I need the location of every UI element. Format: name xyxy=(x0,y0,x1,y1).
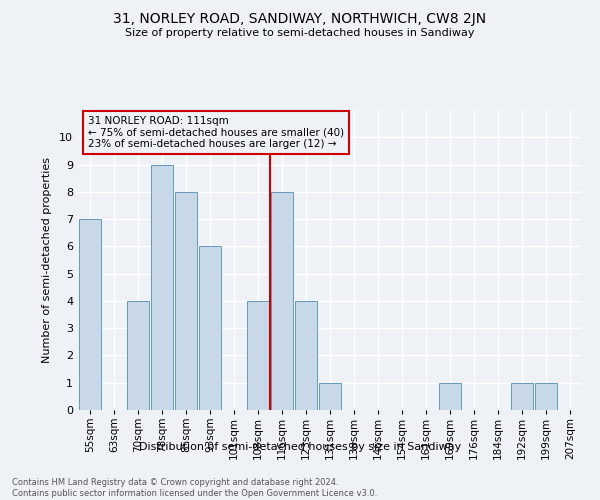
Text: Contains HM Land Registry data © Crown copyright and database right 2024.
Contai: Contains HM Land Registry data © Crown c… xyxy=(12,478,377,498)
Bar xyxy=(175,192,197,410)
Text: 31, NORLEY ROAD, SANDIWAY, NORTHWICH, CW8 2JN: 31, NORLEY ROAD, SANDIWAY, NORTHWICH, CW… xyxy=(113,12,487,26)
Y-axis label: Number of semi-detached properties: Number of semi-detached properties xyxy=(42,157,52,363)
Bar xyxy=(295,301,317,410)
Bar xyxy=(79,219,101,410)
Bar xyxy=(271,192,293,410)
Bar xyxy=(127,301,149,410)
Text: Size of property relative to semi-detached houses in Sandiway: Size of property relative to semi-detach… xyxy=(125,28,475,38)
Text: Distribution of semi-detached houses by size in Sandiway: Distribution of semi-detached houses by … xyxy=(139,442,461,452)
Text: 31 NORLEY ROAD: 111sqm
← 75% of semi-detached houses are smaller (40)
23% of sem: 31 NORLEY ROAD: 111sqm ← 75% of semi-det… xyxy=(88,116,344,149)
Bar xyxy=(151,164,173,410)
Bar xyxy=(247,301,269,410)
Bar xyxy=(319,382,341,410)
Bar xyxy=(199,246,221,410)
Bar xyxy=(535,382,557,410)
Bar xyxy=(439,382,461,410)
Bar xyxy=(511,382,533,410)
